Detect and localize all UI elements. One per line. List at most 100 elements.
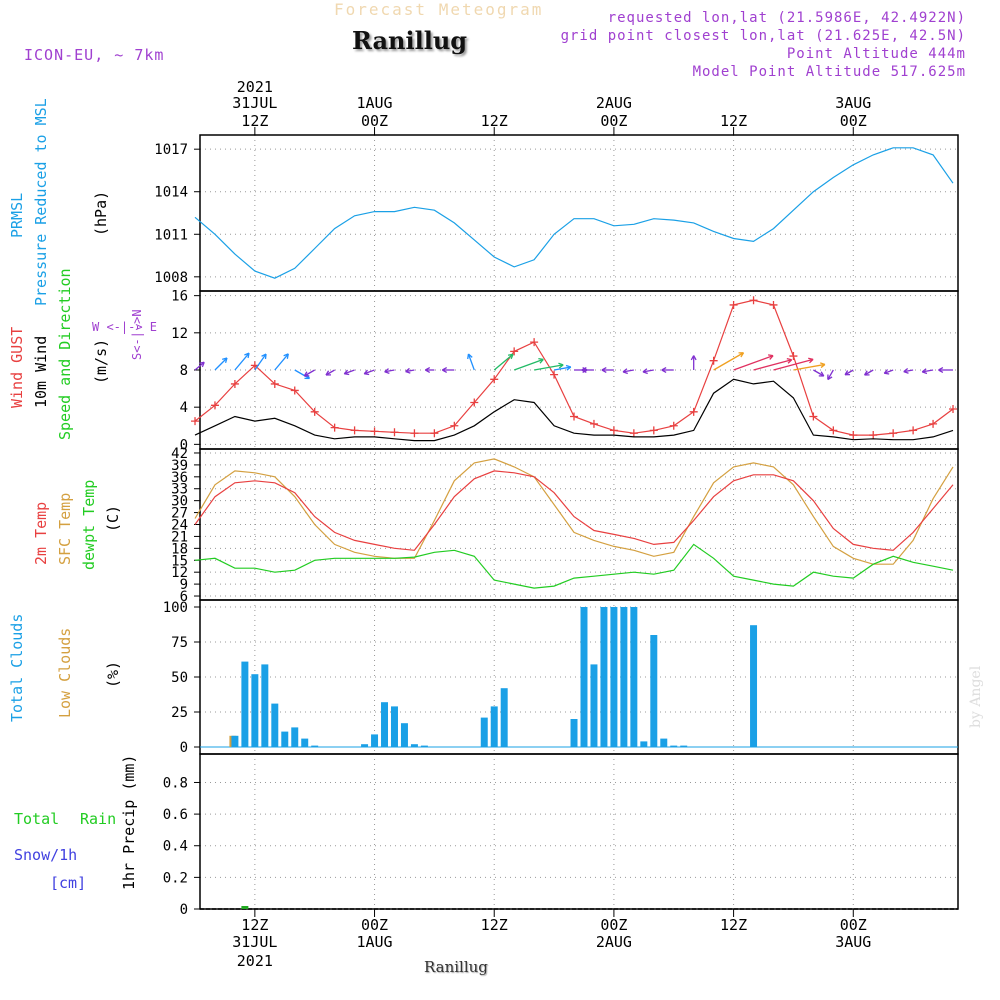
top-tick-date: 31JUL <box>232 94 277 112</box>
wind-vector <box>344 369 355 375</box>
y-tick-label: 0.6 <box>163 807 188 823</box>
wind-vector <box>773 358 814 371</box>
wind-vector <box>733 355 774 371</box>
total-cloud-bar <box>580 607 588 747</box>
panel-frame <box>199 599 959 755</box>
total-cloud-bar <box>301 738 309 747</box>
wind-vector-head <box>538 358 544 364</box>
wind-vector <box>793 363 826 371</box>
wind-vector <box>467 353 475 371</box>
wind-vector-head <box>384 368 390 374</box>
bottom-tick-year: 2021 <box>237 952 273 970</box>
gust-marker <box>849 431 858 440</box>
y-tick-label: 8 <box>180 363 188 379</box>
y-tick-label: 12 <box>171 326 188 342</box>
wind-vector-head <box>903 368 909 374</box>
wind-vector-head <box>820 362 826 369</box>
total-cloud-bar <box>261 664 269 747</box>
total-cloud-bar <box>281 731 289 747</box>
wind-vector <box>553 366 571 371</box>
gust-marker <box>789 352 798 361</box>
y-tick-label: 100 <box>163 600 188 616</box>
model-label: ICON-EU, ~ 7km <box>24 46 165 64</box>
wind-vector-head <box>425 367 431 373</box>
footer-station: Ranillug <box>424 958 488 976</box>
wind-vector-head <box>363 369 370 376</box>
total-cloud-bar <box>291 727 299 747</box>
y-tick-label: 33 <box>171 482 188 498</box>
bottom-tick-date: 3AUG <box>835 933 871 951</box>
gust-marker <box>370 427 379 436</box>
wind-vector <box>194 361 205 371</box>
total-cloud-bar <box>410 744 418 747</box>
total-cloud-bar <box>271 703 279 747</box>
gust-marker <box>649 426 658 435</box>
wind-vector <box>622 369 634 373</box>
total-cloud-bar <box>630 607 638 747</box>
gust-marker <box>889 429 898 438</box>
wind-vector <box>903 369 914 373</box>
total-cloud-bar <box>600 607 608 747</box>
chart-type-title: Forecast Meteogram <box>334 0 544 19</box>
gust-marker <box>809 412 818 421</box>
gust-marker <box>230 379 239 388</box>
y-tick-label: 21 <box>171 529 188 545</box>
gust-marker <box>510 347 519 356</box>
wind-vector <box>294 369 310 380</box>
panel-1: 1008 1011 1014 1017 <box>154 134 959 292</box>
y-tick-label: 39 <box>171 458 188 474</box>
top-tick-hour: 00Z <box>840 112 867 130</box>
bottom-tick-hour: 12Z <box>241 916 268 934</box>
gust-marker <box>350 426 359 435</box>
gust-marker <box>829 426 838 435</box>
wind-vector <box>405 369 415 373</box>
total-cloud-bar <box>251 674 259 747</box>
gust-marker <box>310 407 319 416</box>
wind-vector-head <box>642 368 648 375</box>
wind-vector <box>303 369 316 377</box>
top-tick-hour: 12Z <box>481 112 508 130</box>
dewpt-line <box>194 543 954 589</box>
gust-marker <box>929 419 938 428</box>
total-cloud-bar <box>371 734 379 747</box>
y-tick-label: 0.8 <box>163 775 188 791</box>
wind-vector-head <box>768 354 774 360</box>
pressure-line <box>194 147 954 279</box>
total-cloud-bar <box>500 688 508 747</box>
wind-vector <box>214 357 228 371</box>
wind-vector <box>844 369 854 376</box>
gust-marker <box>609 426 618 435</box>
y-tick-label: 9 <box>180 577 188 593</box>
top-tick-year: 2021 <box>237 78 273 96</box>
gust-marker <box>749 296 758 305</box>
gust-marker <box>490 375 499 384</box>
station-title: Ranillug <box>352 26 468 55</box>
model-point-altitude: Model Point Altitude 517.625m <box>692 64 966 80</box>
y-tick-label: 50 <box>171 670 188 686</box>
top-tick-date: 2AUG <box>596 94 632 112</box>
wind-vector-head <box>303 371 310 377</box>
wind-vector-head <box>808 357 814 364</box>
wind-vector <box>922 369 934 373</box>
gust-marker <box>689 407 698 416</box>
wind-vector-head <box>883 369 890 375</box>
top-tick-hour: 12Z <box>720 112 747 130</box>
label-rain: Rain <box>80 810 117 828</box>
bottom-tick-hour: 00Z <box>361 916 388 934</box>
gust-marker <box>450 421 459 430</box>
wind-vector-head <box>690 355 697 361</box>
y-tick-label: 0.2 <box>163 870 188 886</box>
y-tick-label: 1011 <box>154 227 188 243</box>
label-cm: [cm] <box>50 874 87 892</box>
wind-vector <box>642 369 654 373</box>
total-cloud-bar <box>620 607 628 747</box>
gust-marker <box>210 401 219 410</box>
wind-vector-head <box>565 364 572 371</box>
gust-marker <box>769 300 778 309</box>
gust-marker <box>909 426 918 435</box>
wind-vector-head <box>601 367 607 373</box>
total-cloud-bar <box>241 661 249 747</box>
wind-vector <box>254 353 267 371</box>
